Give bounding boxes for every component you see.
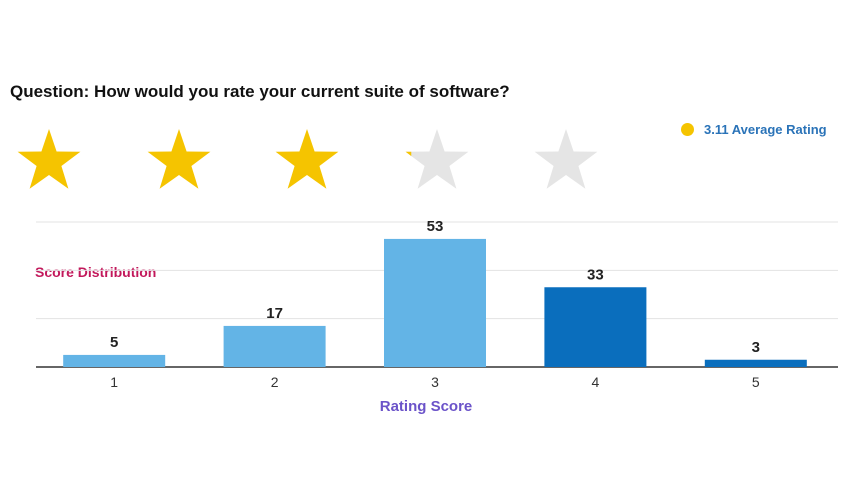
star-icon: [405, 129, 469, 189]
star-partial-icon: [405, 151, 412, 157]
score-distribution-label: Score Distribution: [35, 264, 157, 280]
star-icon: [275, 129, 339, 189]
star-rating: [17, 129, 598, 189]
data-label: 17: [266, 305, 283, 322]
data-label: 5: [110, 334, 118, 351]
bar: [384, 238, 486, 367]
bar: [63, 354, 166, 367]
x-tick-label: 4: [592, 374, 600, 390]
x-tick-label: 2: [271, 374, 279, 390]
data-label: 53: [427, 218, 444, 235]
bar: [223, 325, 326, 367]
legend: 3.11 Average Rating: [681, 122, 827, 137]
data-label: 3: [752, 339, 760, 356]
bar: [704, 359, 807, 367]
star-icon: [534, 129, 598, 189]
legend-dot-icon: [681, 123, 694, 136]
x-tick-label: 1: [110, 374, 118, 390]
x-axis-label: Rating Score: [379, 398, 473, 415]
question-title: Question: How would you rate your curren…: [10, 82, 510, 101]
x-tick-label: 3: [431, 374, 439, 390]
data-label: 33: [587, 266, 604, 283]
star-icon: [147, 129, 211, 189]
star-icon: [17, 129, 81, 189]
bar: [544, 287, 647, 367]
x-tick-label: 5: [752, 374, 760, 390]
legend-label: 3.11 Average Rating: [704, 122, 827, 137]
